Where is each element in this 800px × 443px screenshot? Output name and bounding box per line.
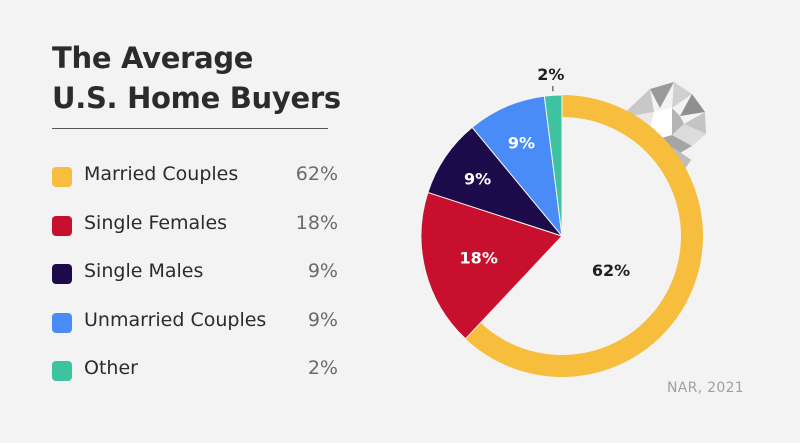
slice-single-females [420,191,563,340]
diamond-facet [672,108,684,135]
legend-item: Other 2% [52,352,342,401]
source-label: NAR, 2021 [667,380,745,396]
slice-label: 62% [592,261,630,280]
slice-label-outside: 2% [537,65,564,84]
title-divider [52,128,328,129]
legend-swatch [52,167,72,187]
slice-married-couples [465,95,704,377]
slice-unmarried-couples [471,95,563,238]
diamond-facet [672,124,706,146]
legend-label: Single Males [84,260,204,282]
legend-value: 9% [307,260,338,282]
diamond-facet [619,89,654,118]
legend-item: Unmarried Couples 9% [52,304,342,353]
legend-swatch [52,215,72,236]
title-line-1: The Average [52,41,254,75]
legend-label: Unmarried Couples [84,308,267,331]
legend-value: 9% [307,308,338,331]
slice-label: 18% [460,248,498,267]
legend-label: Other [84,357,138,379]
legend-swatch [52,264,72,284]
diamond-facet [650,82,674,108]
legend-value: 18% [295,211,338,234]
diamond-facet [684,112,706,134]
slice-other [543,94,563,237]
diamond-facet [680,94,705,116]
legend-label: Single Females [84,211,228,234]
slice-single-males [427,126,564,238]
legend-swatch [52,361,72,381]
legend-item: Single Females 18% [52,207,342,256]
legend-value: 62% [295,163,338,185]
legend-swatch [52,312,72,333]
legend-item: Single Males 9% [52,255,342,304]
legend: Married Couples 62% Single Females 18% Singl… [52,158,342,401]
slice-label: 9% [464,170,491,189]
title-line-2: U.S. Home Buyers [52,81,341,115]
legend-label: Married Couples [84,163,239,185]
slice-label: 9% [508,133,535,152]
legend-value: 2% [307,357,338,379]
chart-title: The Average U.S. Home Buyers [52,38,341,118]
legend-item: Married Couples 62% [52,158,342,207]
diamond-facet [672,82,692,108]
